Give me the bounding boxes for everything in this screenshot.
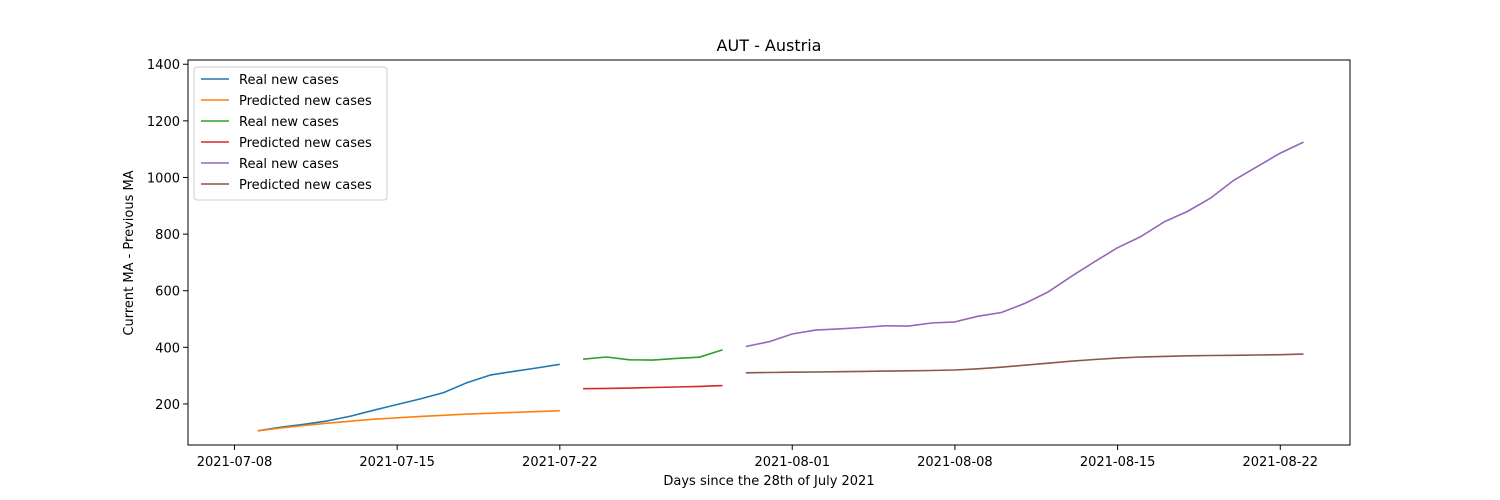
x-tick-label: 2021-08-22 — [1242, 455, 1318, 470]
y-tick-label: 1200 — [147, 115, 180, 130]
y-tick-label: 600 — [155, 285, 180, 300]
x-tick-label: 2021-07-22 — [522, 455, 598, 470]
x-tick-label: 2021-07-08 — [197, 455, 273, 470]
series-line-3 — [583, 349, 723, 361]
legend-label: Predicted new cases — [239, 136, 372, 151]
y-tick-label: 1400 — [147, 58, 180, 73]
y-tick-label: 200 — [155, 398, 180, 413]
x-axis-label: Days since the 28th of July 2021 — [663, 474, 874, 489]
x-tick-label: 2021-08-01 — [754, 455, 830, 470]
legend-label: Predicted new cases — [239, 94, 372, 109]
legend-label: Predicted new cases — [239, 178, 372, 193]
plot-frame — [187, 59, 1351, 446]
x-axis: 2021-07-08 2021-07-15 2021-07-22 2021-08-01… — [197, 445, 1318, 470]
plot-area — [257, 141, 1304, 432]
x-tick-label: 2021-07-15 — [359, 455, 435, 470]
x-tick-label: 2021-08-08 — [917, 455, 993, 470]
legend-label: Real new cases — [239, 115, 339, 130]
y-tick-label: 800 — [155, 228, 180, 243]
y-tick-label: 400 — [155, 341, 180, 356]
series-line-4 — [583, 384, 723, 390]
series-line-5 — [745, 141, 1304, 348]
legend: Real new cases Predicted new cases Real ne… — [193, 66, 388, 201]
series-line-6 — [745, 353, 1304, 374]
y-axis-label: Current MA - Previous MA — [122, 170, 137, 335]
y-axis: 200 400 600 800 1000 1200 1400 — [147, 58, 188, 413]
chart-title: AUT - Austria — [717, 36, 822, 55]
y-tick-label: 1000 — [147, 171, 180, 186]
legend-label: Real new cases — [239, 157, 339, 172]
legend-box — [193, 66, 388, 201]
x-tick-label: 2021-08-15 — [1080, 455, 1156, 470]
legend-label: Real new cases — [239, 73, 339, 88]
series-line-1 — [257, 363, 560, 432]
series-line-2 — [257, 409, 560, 432]
